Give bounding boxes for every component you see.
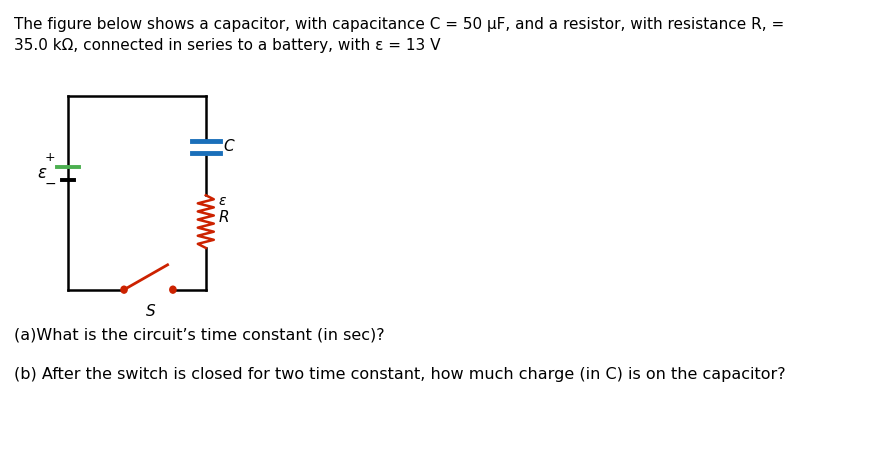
Text: The figure below shows a capacitor, with capacitance C = 50 μF, and a resistor, : The figure below shows a capacitor, with… xyxy=(14,17,784,32)
Text: S: S xyxy=(145,304,155,319)
Circle shape xyxy=(120,286,128,293)
Text: R: R xyxy=(218,210,229,225)
Text: ε: ε xyxy=(37,164,46,183)
Text: ε: ε xyxy=(218,194,226,208)
Text: (b) After the switch is closed for two time constant, how much charge (in C) is : (b) After the switch is closed for two t… xyxy=(14,367,786,382)
Text: 35.0 kΩ, connected in series to a battery, with ε = 13 V: 35.0 kΩ, connected in series to a batter… xyxy=(14,38,440,53)
Circle shape xyxy=(170,286,176,293)
Text: −: − xyxy=(44,177,56,191)
Text: C: C xyxy=(223,139,234,154)
Text: (a)What is the circuit’s time constant (in sec)?: (a)What is the circuit’s time constant (… xyxy=(14,328,385,343)
Text: +: + xyxy=(45,151,56,164)
